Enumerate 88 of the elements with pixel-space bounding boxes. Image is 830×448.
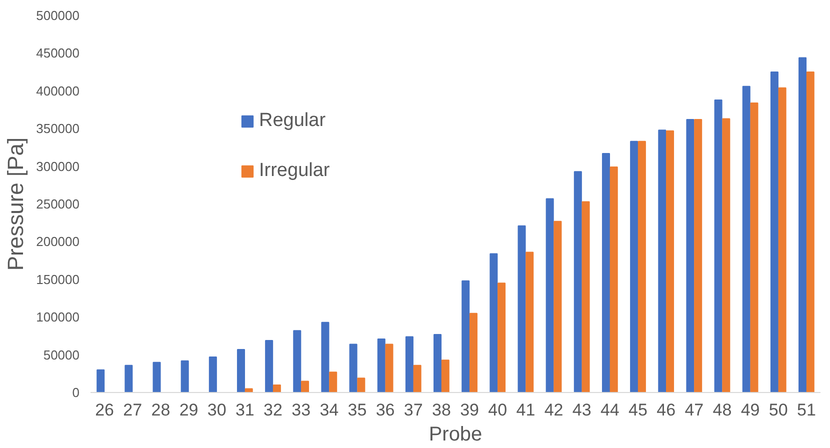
x-tick-label: 31 xyxy=(235,400,254,420)
x-tick-label: 41 xyxy=(516,400,536,420)
bar xyxy=(413,364,422,392)
bar xyxy=(441,360,450,392)
bar xyxy=(385,344,394,392)
x-tick-label: 35 xyxy=(348,400,367,420)
x-tick-label: 48 xyxy=(712,400,732,420)
bar xyxy=(806,72,814,392)
bar xyxy=(526,252,534,392)
bar xyxy=(462,280,470,392)
y-tick-label: 0 xyxy=(72,385,80,400)
x-tick-label: 47 xyxy=(684,400,704,420)
x-tick-label: 28 xyxy=(151,400,170,420)
y-tick-label: 300000 xyxy=(36,158,80,174)
x-axis-title: Probe xyxy=(428,424,482,446)
x-tick-label: 42 xyxy=(544,400,564,420)
bar xyxy=(602,152,610,392)
y-tick-label: 50000 xyxy=(43,347,80,362)
x-tick-label: 50 xyxy=(768,400,788,420)
y-tick-label: 100000 xyxy=(36,310,80,325)
bar xyxy=(434,334,442,392)
x-tick-label: 29 xyxy=(179,400,198,420)
bar xyxy=(152,362,161,392)
bar xyxy=(469,312,478,392)
bar xyxy=(686,119,694,392)
legend-label: Irregular xyxy=(259,160,330,182)
x-tick-label: 38 xyxy=(432,400,451,420)
x-tick-label: 32 xyxy=(264,400,282,420)
x-tick-label: 33 xyxy=(292,400,311,420)
bar xyxy=(490,253,498,392)
bar xyxy=(180,360,189,392)
x-tick-label: 36 xyxy=(376,400,395,420)
x-tick-label: 46 xyxy=(656,400,676,420)
x-tick-label: 30 xyxy=(207,400,226,420)
y-tick-label: 150000 xyxy=(36,272,80,287)
x-tick-label: 26 xyxy=(95,400,114,420)
bar xyxy=(272,384,281,392)
bar xyxy=(321,322,330,392)
bar xyxy=(666,130,674,392)
x-tick-label: 40 xyxy=(488,400,508,420)
bar xyxy=(750,102,758,392)
bar xyxy=(518,225,526,392)
bar xyxy=(658,130,666,392)
x-tick-label: 51 xyxy=(797,400,816,420)
bar xyxy=(301,380,310,392)
bar xyxy=(357,378,366,392)
bar xyxy=(546,198,554,392)
bar xyxy=(405,336,414,392)
bar xyxy=(124,364,133,392)
y-tick-label: 500000 xyxy=(36,8,80,23)
y-tick-label: 350000 xyxy=(36,121,80,136)
x-tick-label: 27 xyxy=(123,400,142,420)
bar xyxy=(244,388,253,392)
bar xyxy=(236,349,245,392)
x-tick-label: 45 xyxy=(628,400,648,420)
bar xyxy=(610,166,618,392)
bar xyxy=(630,140,638,392)
y-tick-label: 450000 xyxy=(36,46,80,61)
bar xyxy=(714,99,722,392)
legend-label: Regular xyxy=(259,110,326,132)
bar xyxy=(742,86,750,392)
bar xyxy=(293,330,302,392)
bar xyxy=(638,140,646,392)
bar xyxy=(329,372,338,392)
y-tick-label: 250000 xyxy=(36,196,80,212)
x-tick-label: 49 xyxy=(740,400,760,420)
x-tick-label: 39 xyxy=(460,400,480,420)
x-tick-label: 34 xyxy=(320,400,339,420)
bar xyxy=(377,338,386,392)
bar xyxy=(798,57,807,392)
bar xyxy=(349,344,358,392)
bar xyxy=(694,119,702,392)
bar xyxy=(498,282,506,392)
bar xyxy=(582,201,590,392)
bar xyxy=(770,72,778,392)
y-axis-title: Pressure [Pa] xyxy=(3,137,28,271)
bar xyxy=(208,356,217,392)
y-tick-label: 200000 xyxy=(36,234,80,250)
x-tick-label: 43 xyxy=(572,400,592,420)
bar xyxy=(778,87,786,392)
y-tick-label: 400000 xyxy=(36,83,80,98)
bar xyxy=(96,369,105,392)
x-tick-label: 37 xyxy=(404,400,423,420)
bar xyxy=(554,220,562,392)
bar xyxy=(722,118,730,392)
bar xyxy=(265,340,274,392)
bar xyxy=(574,171,582,392)
x-tick-label: 44 xyxy=(600,400,620,420)
